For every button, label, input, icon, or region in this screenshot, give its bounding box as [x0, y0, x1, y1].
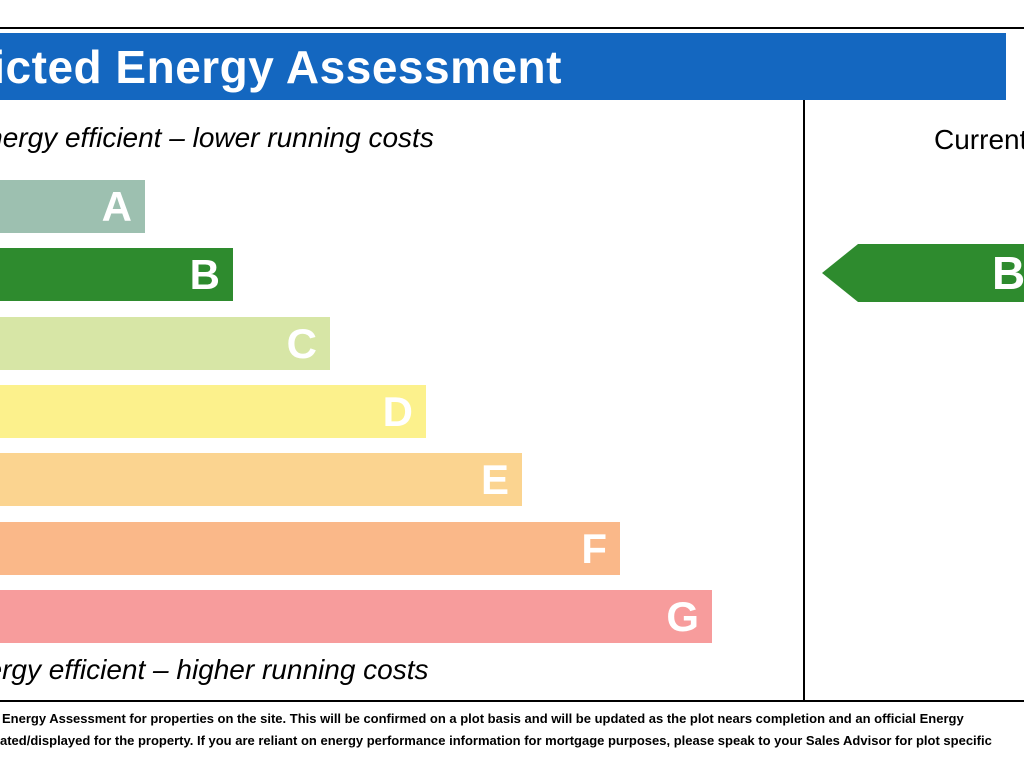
footer-disclaimer-line-1: Energy Assessment for properties on the … [2, 711, 964, 726]
band-letter: G [666, 592, 699, 640]
band-letter: F [581, 524, 607, 572]
band-letter: E [480, 455, 509, 503]
current-rating-arrow: B [822, 244, 1024, 302]
current-column-heading: Current [934, 124, 1024, 155]
band-letter: A [101, 182, 132, 230]
band-bar-b: B [0, 248, 233, 301]
band-letter: B [189, 250, 220, 298]
footer-disclaimer-line-2: ated/displayed for the property. If you … [0, 733, 992, 748]
column-divider [803, 100, 805, 700]
band-bar-g: G [0, 590, 712, 643]
less-efficient-label: Not energy efficient – higher running co… [0, 654, 429, 685]
more-efficient-label: More energy efficient – lower running co… [0, 122, 434, 153]
band-bar-e: E [0, 453, 522, 506]
top-border-rule [0, 27, 1024, 29]
header-banner: Predicted Energy Assessment [0, 33, 1006, 100]
current-rating-letter: B [992, 247, 1024, 299]
band-letter: C [286, 319, 317, 367]
band-bar-d: D [0, 385, 426, 438]
band-bar-c: C [0, 317, 330, 370]
band-letter: D [382, 387, 413, 435]
page-title: Predicted Energy Assessment [0, 40, 562, 93]
band-bar-f: F [0, 522, 620, 575]
band-bar-a: A [0, 180, 145, 233]
bottom-border-rule [0, 700, 1024, 702]
